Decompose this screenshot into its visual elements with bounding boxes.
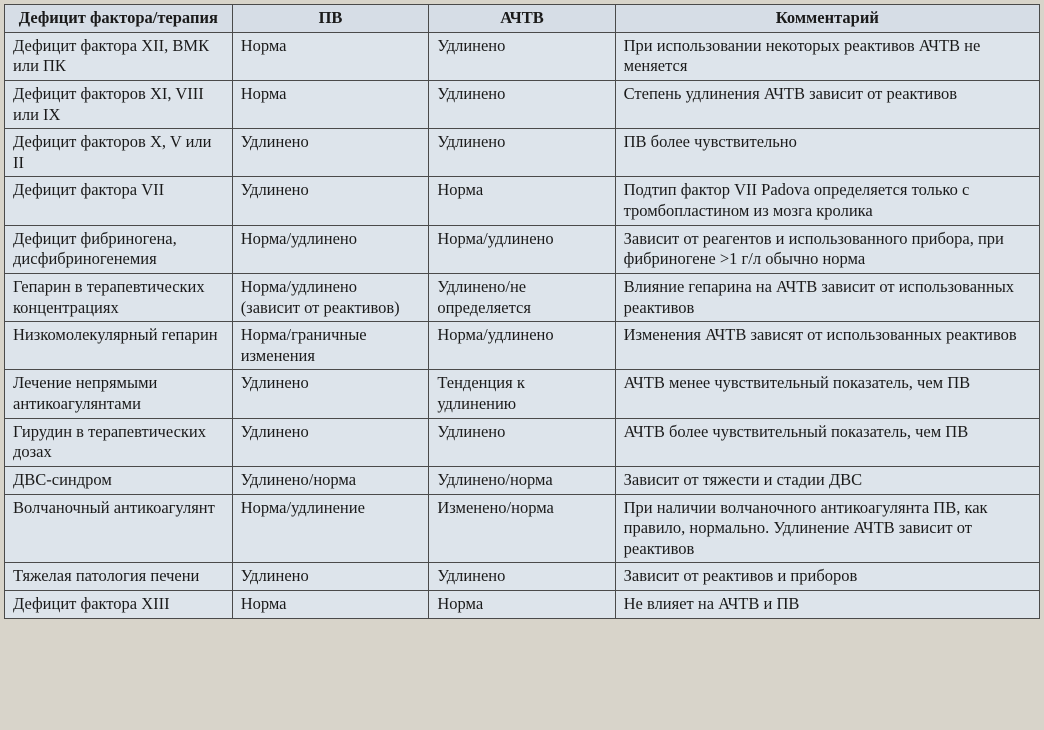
cell-pv: Норма/удлинено (зависит от реактивов)	[232, 273, 429, 321]
cell-aptt: Тенденция к удлинению	[429, 370, 615, 418]
coagulation-table: Дефицит фактора/терапия ПВ АЧТВ Коммента…	[4, 4, 1040, 619]
cell-pv: Норма/удлинение	[232, 494, 429, 563]
cell-comment: Зависит от реагентов и использованного п…	[615, 225, 1039, 273]
cell-pv: Удлинено	[232, 370, 429, 418]
table-row: Гепарин в терапевтических концентрациях …	[5, 273, 1040, 321]
cell-comment: Не влияет на АЧТВ и ПВ	[615, 591, 1039, 619]
table-row: Тяжелая патология печени Удлинено Удлине…	[5, 563, 1040, 591]
table-row: Дефицит факторов X, V или II Удлинено Уд…	[5, 129, 1040, 177]
cell-deficit: Дефицит фибриногена, дисфибриногенемия	[5, 225, 233, 273]
cell-pv: Удлинено/норма	[232, 466, 429, 494]
cell-deficit: Низкомолекулярный гепарин	[5, 322, 233, 370]
table-row: Дефицит факторов XI, VIII или IX Норма У…	[5, 80, 1040, 128]
cell-comment: ПВ более чувствительно	[615, 129, 1039, 177]
table-row: ДВС-синдром Удлинено/норма Удлинено/норм…	[5, 466, 1040, 494]
cell-comment: АЧТВ более чувствительный показатель, че…	[615, 418, 1039, 466]
cell-comment: Изменения АЧТВ зависят от использованных…	[615, 322, 1039, 370]
cell-deficit: ДВС-синдром	[5, 466, 233, 494]
table-row: Дефицит фактора XII, ВМК или ПК Норма Уд…	[5, 32, 1040, 80]
cell-comment: При использовании некоторых реактивов АЧ…	[615, 32, 1039, 80]
table-row: Гирудин в терапевтических дозах Удлинено…	[5, 418, 1040, 466]
col-header-comment: Комментарий	[615, 5, 1039, 33]
cell-pv: Норма	[232, 591, 429, 619]
table-body: Дефицит фактора XII, ВМК или ПК Норма Уд…	[5, 32, 1040, 618]
cell-comment: При наличии волчаночного антикоагулянта …	[615, 494, 1039, 563]
cell-deficit: Гирудин в терапевтических дозах	[5, 418, 233, 466]
cell-pv: Удлинено	[232, 418, 429, 466]
cell-aptt: Удлинено/не определяется	[429, 273, 615, 321]
cell-aptt: Удлинено/норма	[429, 466, 615, 494]
cell-aptt: Удлинено	[429, 418, 615, 466]
cell-comment: Степень удлинения АЧТВ зависит от реакти…	[615, 80, 1039, 128]
cell-aptt: Удлинено	[429, 129, 615, 177]
table-row: Дефицит фактора XIII Норма Норма Не влия…	[5, 591, 1040, 619]
cell-comment: АЧТВ менее чувствительный показатель, че…	[615, 370, 1039, 418]
cell-pv: Норма	[232, 32, 429, 80]
cell-pv: Норма/граничные изменения	[232, 322, 429, 370]
cell-deficit: Лечение непрямыми антикоагулянтами	[5, 370, 233, 418]
table-row: Лечение непрямыми антикоагулянтами Удлин…	[5, 370, 1040, 418]
cell-pv: Норма/удлинено	[232, 225, 429, 273]
cell-comment: Зависит от реактивов и приборов	[615, 563, 1039, 591]
cell-aptt: Удлинено	[429, 563, 615, 591]
cell-pv: Норма	[232, 80, 429, 128]
cell-deficit: Гепарин в терапевтических концентрациях	[5, 273, 233, 321]
cell-deficit: Тяжелая патология печени	[5, 563, 233, 591]
table-row: Дефицит фактора VII Удлинено Норма Подти…	[5, 177, 1040, 225]
table-row: Низкомолекулярный гепарин Норма/граничны…	[5, 322, 1040, 370]
cell-aptt: Удлинено	[429, 80, 615, 128]
cell-aptt: Норма/удлинено	[429, 322, 615, 370]
cell-deficit: Дефицит факторов XI, VIII или IX	[5, 80, 233, 128]
table-row: Волчаночный антикоагулянт Норма/удлинени…	[5, 494, 1040, 563]
cell-deficit: Дефицит фактора VII	[5, 177, 233, 225]
cell-deficit: Дефицит факторов X, V или II	[5, 129, 233, 177]
col-header-pv: ПВ	[232, 5, 429, 33]
cell-pv: Удлинено	[232, 129, 429, 177]
col-header-deficit: Дефицит фактора/терапия	[5, 5, 233, 33]
cell-aptt: Норма	[429, 591, 615, 619]
cell-aptt: Норма/удлинено	[429, 225, 615, 273]
table-row: Дефицит фибриногена, дисфибриногенемия Н…	[5, 225, 1040, 273]
cell-comment: Влияние гепарина на АЧТВ зависит от испо…	[615, 273, 1039, 321]
cell-comment: Подтип фактор VII Padova определяется то…	[615, 177, 1039, 225]
cell-deficit: Волчаночный антикоагулянт	[5, 494, 233, 563]
cell-aptt: Изменено/норма	[429, 494, 615, 563]
table-header: Дефицит фактора/терапия ПВ АЧТВ Коммента…	[5, 5, 1040, 33]
cell-aptt: Норма	[429, 177, 615, 225]
cell-comment: Зависит от тяжести и стадии ДВС	[615, 466, 1039, 494]
cell-pv: Удлинено	[232, 177, 429, 225]
cell-pv: Удлинено	[232, 563, 429, 591]
cell-aptt: Удлинено	[429, 32, 615, 80]
col-header-aptt: АЧТВ	[429, 5, 615, 33]
cell-deficit: Дефицит фактора XII, ВМК или ПК	[5, 32, 233, 80]
cell-deficit: Дефицит фактора XIII	[5, 591, 233, 619]
